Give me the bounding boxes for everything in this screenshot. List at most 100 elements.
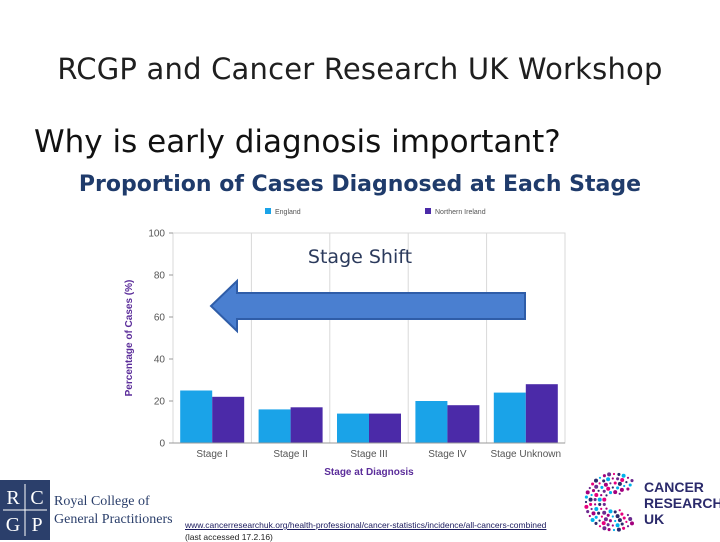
cruk-dot <box>626 513 629 517</box>
bar-england <box>493 392 526 443</box>
cruk-dot <box>594 515 598 519</box>
cruk-dot <box>594 507 599 511</box>
cruk-dot <box>605 494 608 497</box>
cruk-dot <box>625 481 628 484</box>
cruk-dot <box>615 514 620 519</box>
cruk-dot <box>612 472 616 476</box>
source-url-link[interactable]: www.cancerresearchuk.org/health-professi… <box>185 520 547 530</box>
chart-heading: Proportion of Cases Diagnosed at Each St… <box>78 172 642 197</box>
cruk-dot <box>606 523 610 527</box>
cruk-dot <box>597 511 601 515</box>
cruk-dot <box>591 489 596 493</box>
cruk-dot <box>603 482 608 487</box>
cruk-dot <box>622 516 626 520</box>
cruk-dot <box>611 524 614 527</box>
slide-title: RCGP and Cancer Research UK Workshop <box>57 52 663 86</box>
cruk-dot <box>600 485 604 489</box>
last-accessed-text: (last accessed 17.2.16) <box>185 532 273 542</box>
cruk-dot <box>590 507 593 511</box>
x-tick-label: Stage Unknown <box>490 449 561 460</box>
y-axis: 0 20 40 60 80 100 Percentage of Cases (%) <box>124 229 173 450</box>
cruk-dot <box>598 502 602 506</box>
cruk-dot <box>607 472 612 477</box>
cruk-dot <box>620 512 624 516</box>
y-tick-label: 40 <box>154 355 166 366</box>
cruk-dot <box>613 481 617 485</box>
cruk-dot <box>602 526 607 531</box>
cruk-dot <box>616 477 620 481</box>
cruk-dot <box>589 502 593 506</box>
y-tick-label: 0 <box>159 439 165 450</box>
cruk-dot <box>628 483 632 487</box>
cruk-dot <box>616 486 620 490</box>
bar-northern-ireland <box>447 405 480 443</box>
cruk-dot <box>626 476 630 479</box>
cruk-line3: UK <box>644 511 664 527</box>
cruk-dot <box>611 477 614 480</box>
cruk-dot <box>600 515 603 518</box>
rcgp-letter-p: P <box>31 514 42 536</box>
cruk-dot <box>584 495 588 499</box>
cruk-dot <box>602 502 606 506</box>
cruk-dot <box>626 525 630 528</box>
cruk-dot <box>622 526 626 530</box>
bar-england <box>258 409 291 443</box>
cruk-dot <box>600 507 603 510</box>
cruk-dot <box>602 489 606 493</box>
cruk-dot <box>602 479 606 483</box>
cruk-dot <box>613 510 617 514</box>
y-axis-label: Percentage of Cases (%) <box>124 280 135 397</box>
cruk-dot <box>600 494 603 497</box>
rcgp-letter-r: R <box>6 487 20 509</box>
cruk-dot <box>590 518 595 522</box>
rcgp-name-line2: General Practitioners <box>54 512 173 527</box>
cruk-dot <box>620 522 624 526</box>
chart-bars <box>180 384 558 443</box>
cruk-dot <box>598 482 601 485</box>
cruk-dot <box>608 509 613 514</box>
x-tick-label: Stage II <box>273 449 307 460</box>
bar-northern-ireland <box>290 407 323 443</box>
cruk-dot <box>611 515 614 518</box>
cruk-dot <box>593 498 597 502</box>
cruk-dot <box>591 482 595 486</box>
legend-swatch <box>265 208 271 214</box>
cruk-dots-emblem <box>584 472 634 532</box>
cruk-dot <box>617 518 622 523</box>
cruk-dot <box>606 477 611 482</box>
cruk-dot <box>594 521 598 525</box>
cruk-dot <box>628 517 633 521</box>
cruk-dot <box>608 519 612 523</box>
bar-northern-ireland <box>369 413 401 443</box>
stage-shift-annotation: Stage Shift <box>209 246 526 334</box>
stage-shift-arrow <box>209 278 526 334</box>
cruk-dot <box>586 510 590 514</box>
cruk-dot <box>605 507 608 510</box>
rcgp-name-line1: Royal College of <box>54 494 150 509</box>
cruk-logo: CANCER RESEARCH UK <box>584 472 720 532</box>
cruk-dot <box>602 497 607 502</box>
cruk-dot <box>601 521 606 526</box>
y-tick-label: 20 <box>154 397 166 408</box>
x-axis-label: Stage at Diagnosis <box>324 467 414 478</box>
cruk-dot <box>591 511 596 516</box>
legend-swatch <box>425 208 431 214</box>
cruk-dot <box>616 527 621 532</box>
x-tick-label: Stage IV <box>428 449 467 460</box>
y-tick-label: 100 <box>148 229 165 240</box>
bar-england <box>337 413 369 443</box>
cruk-dot <box>614 519 617 523</box>
rcgp-letter-c: C <box>30 487 43 509</box>
cruk-dot <box>597 489 600 492</box>
cruk-dot <box>588 486 591 490</box>
cruk-dot <box>584 500 588 504</box>
stage-bar-chart: England Northern Ireland 0 20 40 60 80 100 Perc… <box>124 208 566 478</box>
cruk-dot <box>598 519 601 522</box>
cruk-dot <box>607 528 611 532</box>
cruk-dot <box>590 493 593 497</box>
cruk-dot <box>621 473 626 478</box>
cruk-dot <box>630 479 634 483</box>
x-tick-label: Stage III <box>350 449 387 460</box>
cruk-dot <box>618 492 621 495</box>
cruk-dot <box>603 517 608 522</box>
